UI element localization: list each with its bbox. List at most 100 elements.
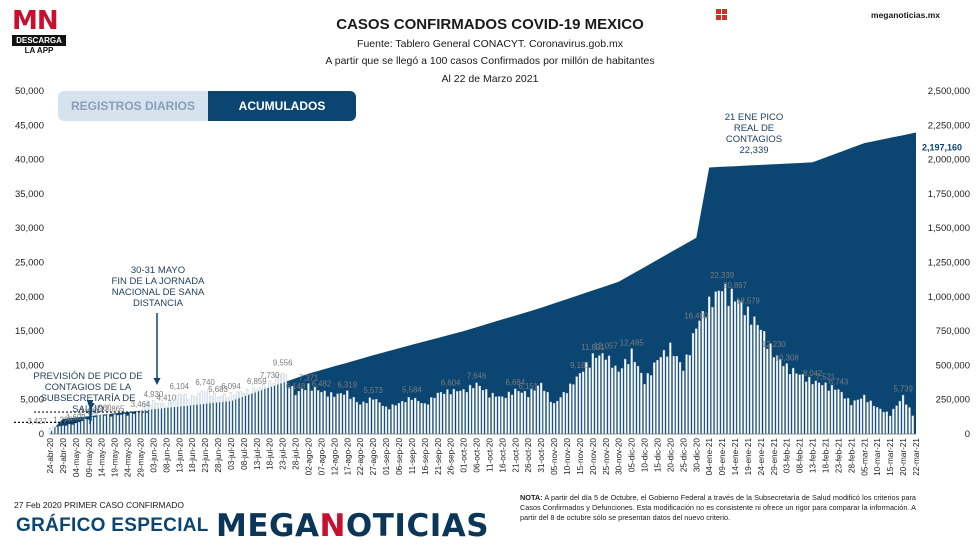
daily-value-label: 6,319 <box>338 381 358 390</box>
right-y-tick-label: 0 <box>965 429 970 440</box>
x-tick-label: 28-jun-20 <box>214 438 223 473</box>
daily-bar <box>656 360 659 435</box>
daily-value-label: 2,409 <box>79 407 99 416</box>
daily-bar <box>355 401 359 435</box>
left-y-tick-label: 40,000 <box>15 155 44 166</box>
daily-bar <box>249 394 252 435</box>
daily-value-label: 1,609 <box>66 413 86 422</box>
daily-bar <box>879 408 882 435</box>
daily-bar <box>275 375 278 435</box>
daily-bar <box>61 425 65 435</box>
daily-bar <box>872 405 876 435</box>
daily-bar <box>779 358 782 435</box>
daily-bar <box>210 396 213 435</box>
x-tick-label: 01-oct-20 <box>460 438 469 473</box>
chart-title: CASOS CONFIRMADOS COVID-19 MEXICO <box>336 16 644 33</box>
daily-value-label: 12,057 <box>594 341 618 350</box>
daily-bar <box>475 382 478 435</box>
daily-bar <box>129 412 132 435</box>
tab-registros-diarios[interactable]: REGISTROS DIARIOS <box>58 91 208 121</box>
daily-bar <box>372 399 375 435</box>
right-y-tick-label: 1,750,000 <box>928 189 970 200</box>
daily-bar <box>55 426 58 435</box>
daily-bar <box>397 403 401 435</box>
daily-bar <box>591 353 595 435</box>
right-y-tick-label: 250,000 <box>936 395 970 406</box>
daily-bar <box>203 391 207 435</box>
daily-bar <box>695 328 698 435</box>
daily-bar <box>533 390 536 435</box>
daily-value-label: 2,865 <box>105 404 125 413</box>
daily-bar <box>666 356 669 435</box>
daily-bar <box>313 386 317 435</box>
daily-bar <box>643 384 646 435</box>
daily-bar <box>381 405 384 435</box>
daily-bar <box>772 357 776 435</box>
tab-acumulados[interactable]: ACUMULADOS <box>208 91 356 121</box>
grid-icon[interactable] <box>716 9 727 20</box>
daily-bar <box>433 397 436 435</box>
daily-bar <box>843 398 847 435</box>
daily-bar <box>446 389 449 435</box>
right-y-tick-label: 1,000,000 <box>928 292 970 303</box>
site-link[interactable]: meganoticias.mx <box>871 10 940 20</box>
daily-bar <box>578 373 582 435</box>
daily-bar <box>523 391 527 435</box>
daily-bar <box>158 403 161 435</box>
daily-bar <box>669 342 672 435</box>
x-tick-label: 18-feb-21 <box>822 438 831 473</box>
daily-bar <box>630 348 633 435</box>
daily-bar <box>187 399 191 435</box>
daily-bar <box>330 392 333 435</box>
daily-bar <box>200 390 203 435</box>
daily-bar <box>168 400 171 435</box>
daily-value-label: 6,740 <box>195 378 215 387</box>
daily-bar <box>565 393 569 435</box>
x-tick-label: 03-jul-20 <box>227 438 236 470</box>
daily-bar <box>226 397 229 435</box>
daily-bar <box>756 324 759 435</box>
daily-bar <box>94 416 97 435</box>
meganoticias-logo[interactable]: MN DESCARGA LA APP <box>12 8 66 55</box>
daily-bar <box>281 372 284 435</box>
daily-bar <box>465 392 468 435</box>
daily-bar <box>123 413 126 435</box>
daily-bar <box>481 390 485 435</box>
right-y-tick-label: 2,000,000 <box>928 155 970 166</box>
daily-bar <box>750 324 753 435</box>
daily-bar <box>769 343 772 435</box>
daily-bar <box>320 391 323 435</box>
daily-bar <box>288 387 291 435</box>
daily-bar <box>375 399 378 435</box>
x-tick-label: 23-feb-21 <box>834 438 843 473</box>
x-tick-label: 21-sep-20 <box>434 438 443 475</box>
daily-bar <box>155 403 158 435</box>
x-tick-label: 24-abr-20 <box>46 438 55 474</box>
daily-bar <box>808 376 811 435</box>
x-tick-label: 09-ene-21 <box>718 438 727 476</box>
x-tick-label: 15-nov-20 <box>576 438 585 475</box>
daily-bar <box>181 395 184 435</box>
chart-date: Al 22 de Marzo 2021 <box>441 73 539 85</box>
x-tick-label: 31-oct-20 <box>537 438 546 473</box>
daily-value-label: 6,684 <box>506 378 526 387</box>
daily-bar <box>326 396 329 435</box>
daily-bar <box>268 380 271 435</box>
daily-bar <box>498 396 501 435</box>
x-tick-label: 28-jul-20 <box>292 438 301 470</box>
daily-bar <box>52 426 55 435</box>
daily-bar <box>530 389 533 435</box>
x-tick-label: 18-jun-20 <box>188 438 197 473</box>
daily-bar <box>859 398 863 435</box>
daily-bar <box>733 301 737 435</box>
daily-bar <box>456 391 459 435</box>
daily-value-label: 7,521 <box>816 372 836 381</box>
daily-bar <box>895 405 898 435</box>
daily-bar <box>869 400 872 435</box>
x-tick-label: 13-jul-20 <box>253 438 262 470</box>
daily-bar <box>352 397 355 435</box>
x-tick-label: 23-jul-20 <box>279 438 288 470</box>
daily-bar <box>824 382 827 435</box>
daily-bar <box>178 393 181 435</box>
x-tick-label: 24-may-20 <box>124 438 133 478</box>
